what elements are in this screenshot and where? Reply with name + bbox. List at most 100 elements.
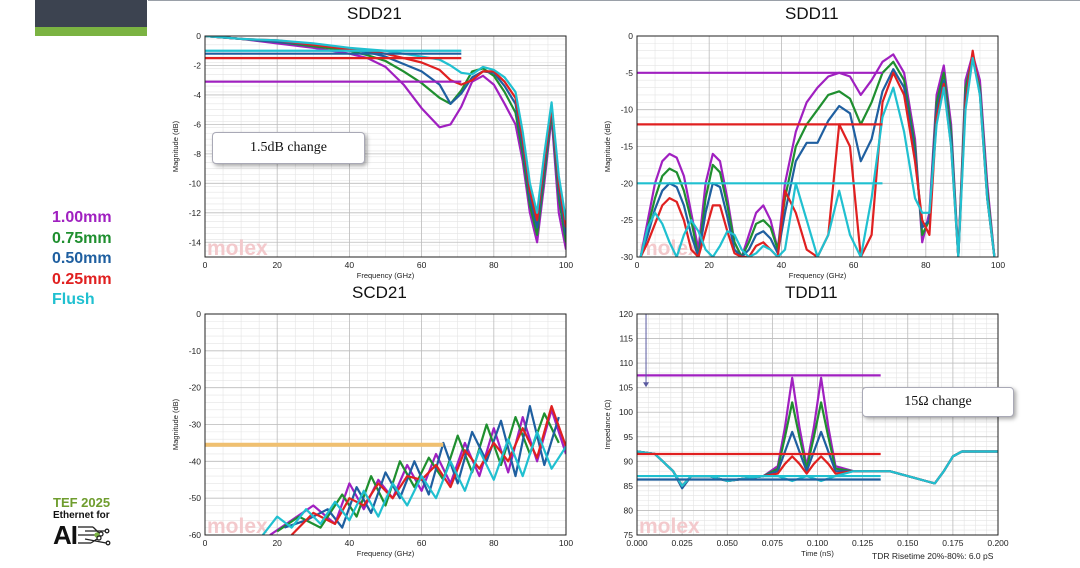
- y-tick-label: -15: [621, 142, 634, 152]
- slide-header-bar: [35, 0, 147, 27]
- y-tick-label: 100: [619, 407, 633, 417]
- legend-item-025mm: 0.25mm: [52, 270, 112, 288]
- x-tick-label: 20: [704, 260, 714, 270]
- molex-watermark: molex: [207, 237, 268, 260]
- plot-frame: [204, 35, 567, 258]
- series-group: [205, 36, 566, 250]
- y-axis-label: Magnitude (dB): [171, 120, 180, 172]
- slide-top-rule: [148, 0, 1080, 1]
- y-axis-label: Magnitude (dB): [603, 120, 612, 172]
- y-tick-label: -5: [625, 68, 633, 78]
- y-tick-label: -14: [189, 237, 202, 247]
- x-tick-label: 0: [203, 260, 208, 270]
- series-line-050mm: [284, 404, 560, 529]
- molex-watermark: molex: [207, 515, 268, 538]
- plot-frame: [204, 313, 567, 536]
- y-axis-label: Impedance (Ω): [603, 399, 612, 449]
- chart-title: SCD21: [352, 283, 407, 302]
- y-tick-label: -50: [189, 493, 202, 503]
- x-tick-label: 20: [272, 538, 282, 548]
- chart-grid: 0 20 40 60 80 100 0 -2 -4 -6 -8 -10 -12 -14: [189, 31, 574, 270]
- chart-svg: 0.000 0.025 0.050 0.075 0.100 0.125 0.150 0.175…: [603, 309, 1009, 558]
- y-tick-label: 0: [196, 309, 201, 319]
- x-axis-label: Frequency (GHz): [357, 271, 415, 280]
- chart-title: TDD11: [785, 283, 838, 302]
- x-tick-label: 80: [921, 260, 931, 270]
- series-group: [637, 314, 998, 490]
- y-tick-label: -25: [621, 215, 634, 225]
- y-tick-label: -10: [189, 346, 202, 356]
- y-tick-label: 85: [624, 481, 634, 491]
- y-tick-label: 95: [624, 432, 634, 442]
- x-axis-label: Frequency (GHz): [357, 549, 415, 558]
- logo-line-2: Ethernet for: [53, 510, 110, 521]
- logo-line-1: TEF 2025: [53, 495, 111, 510]
- x-tick-label: 60: [417, 538, 427, 548]
- y-tick-label: -20: [621, 178, 634, 188]
- chart-sdd11: SDD11 0 20 40 60 80 100 0 -5 -10 -15 -20 -25 -30 mole…: [594, 0, 1012, 285]
- x-tick-label: 40: [345, 538, 355, 548]
- y-tick-label: -2: [193, 60, 201, 70]
- chart-svg: 0 20 40 60 80 100 0 -2 -4 -6 -8 -10 -12 -14 molex Frequ…: [171, 31, 574, 280]
- x-tick-label: 100: [559, 538, 573, 548]
- x-tick-label: 0.150: [897, 538, 919, 548]
- series-line-100mm: [639, 53, 996, 257]
- x-tick-label: 0.050: [717, 538, 739, 548]
- y-tick-label: -20: [189, 383, 202, 393]
- x-tick-label: 0.125: [852, 538, 874, 548]
- plot-frame: [636, 35, 999, 258]
- y-tick-label: -6: [193, 119, 201, 129]
- y-tick-label: -12: [189, 208, 202, 218]
- y-tick-label: 105: [619, 383, 633, 393]
- x-tick-label: 80: [489, 538, 499, 548]
- marker-triangle: [643, 382, 650, 388]
- y-tick-label: 75: [624, 530, 634, 540]
- chart-title: SDD11: [785, 4, 839, 23]
- x-tick-label: 0: [635, 260, 640, 270]
- y-tick-label: 115: [619, 334, 633, 344]
- y-tick-label: -10: [189, 178, 202, 188]
- molex-watermark: molex: [639, 515, 700, 538]
- x-tick-label: 0.025: [671, 538, 693, 548]
- plot-frame: [636, 313, 999, 536]
- series-group: [637, 49, 996, 257]
- x-axis-label: Frequency (GHz): [789, 271, 847, 280]
- tef-logo: TEF 2025 Ethernet for AI: [53, 496, 125, 549]
- y-tick-label: -40: [189, 456, 202, 466]
- series-line-075mm: [276, 412, 560, 533]
- chart-title: SDD21: [347, 4, 402, 23]
- x-tick-label: 40: [777, 260, 787, 270]
- x-tick-label: 100: [559, 260, 573, 270]
- y-tick-label: 110: [619, 358, 633, 368]
- chart-tdd11: TDD11 0.000 0.025 0.050 0.075 0.100 0.125 0.15…: [594, 280, 1012, 568]
- series-line-Flush: [205, 36, 566, 221]
- x-tick-label: 20: [272, 260, 282, 270]
- series-line-Flush: [639, 56, 996, 257]
- y-tick-label: -30: [189, 420, 202, 430]
- series-legend: 1.00mm 0.75mm 0.50mm 0.25mm Flush: [52, 208, 112, 311]
- x-tick-label: 80: [489, 260, 499, 270]
- x-tick-label: 0.175: [942, 538, 964, 548]
- y-tick-label: -30: [621, 252, 634, 262]
- x-tick-label: 60: [849, 260, 859, 270]
- x-tick-label: 0.100: [807, 538, 829, 548]
- y-axis-label: Magnitude (dB): [171, 398, 180, 450]
- y-tick-label: -8: [193, 149, 201, 159]
- series-line-025mm: [290, 404, 566, 535]
- slide-accent-bar: [35, 27, 147, 36]
- series-group: [205, 404, 566, 535]
- y-tick-label: 0: [628, 31, 633, 41]
- y-tick-label: 120: [619, 309, 633, 319]
- callout-tdd11: 15Ω change: [862, 387, 1014, 417]
- chart-grid: 0 20 40 60 80 100 0 -5 -10 -15 -20 -25 -30: [621, 31, 1006, 270]
- y-tick-label: 90: [624, 456, 634, 466]
- legend-item-075mm: 0.75mm: [52, 229, 112, 247]
- legend-item-050mm: 0.50mm: [52, 250, 112, 267]
- chart-svg: 0 20 40 60 80 100 0 -10 -20 -30 -40 -50 -60 molex Freq…: [171, 309, 573, 558]
- chart-scd21: SCD21 0 20 40 60 80 100 0 -10 -20 -30 -40 -50 -60 mol…: [162, 280, 580, 568]
- series-line-Flush: [261, 430, 566, 535]
- logo-line-3: AI: [53, 520, 78, 550]
- x-tick-label: 0.200: [987, 538, 1009, 548]
- x-tick-label: 0.000: [626, 538, 648, 548]
- y-tick-label: -10: [621, 105, 634, 115]
